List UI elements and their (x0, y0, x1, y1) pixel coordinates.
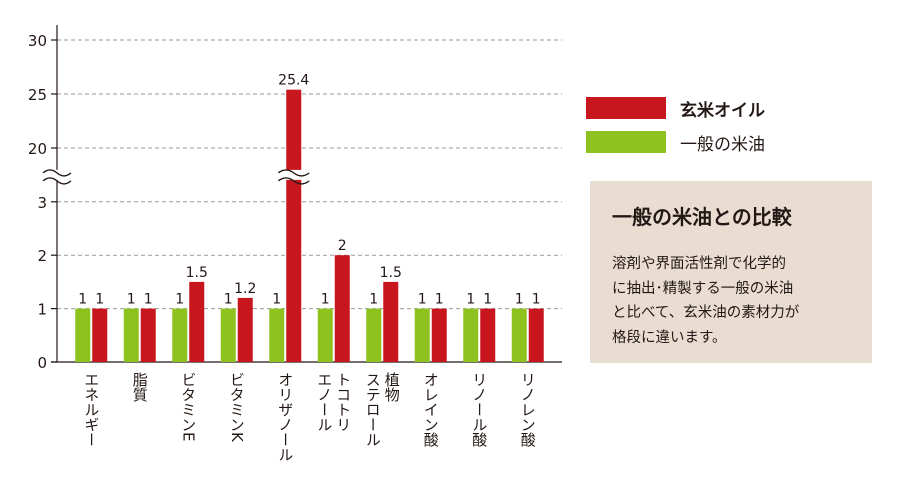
bar-brown-rice-oil (431, 308, 447, 362)
y-tick-label: 3 (37, 194, 47, 212)
legend-item-regular-rice-oil: 一般の米油 (586, 130, 765, 155)
legend-label: 一般の米油 (680, 134, 765, 155)
data-label: 1 (515, 292, 524, 308)
category-label: リノール酸 (470, 372, 488, 447)
bar-regular-rice-oil (414, 308, 430, 362)
data-label: 1 (418, 292, 427, 308)
bar-regular-rice-oil (172, 308, 188, 362)
y-tick-label: 25 (28, 86, 47, 104)
bar-brown-rice-oil (528, 308, 544, 362)
data-label: 25.4 (278, 73, 309, 89)
bar-regular-rice-oil (123, 308, 139, 362)
data-label: 1 (532, 292, 541, 308)
y-tick-label: 1 (37, 301, 47, 319)
category-label: リノレン酸 (519, 372, 537, 447)
category-label: エネルギー (82, 372, 100, 447)
y-tick-label: 20 (28, 140, 47, 158)
legend-swatch-green (586, 131, 666, 153)
data-label: 1 (127, 292, 136, 308)
bar-brown-rice-oil (383, 281, 399, 362)
category-label: ステロール (364, 372, 382, 447)
category-label: エノール (315, 372, 333, 432)
bar-brown-rice-oil (140, 308, 156, 362)
info-line: に抽出･精製する一般の米油 (612, 280, 794, 297)
bar-break-mark (277, 169, 310, 177)
legend-swatch-red (586, 97, 666, 119)
category-label: オレイン酸 (422, 372, 440, 447)
info-line: 溶剤や界面活性剤で化学的 (612, 256, 786, 272)
bar-regular-rice-oil (269, 308, 285, 362)
info-box: 一般の米油との比較 溶剤や界面活性剤で化学的 に抽出･精製する一般の米油 と比べ… (590, 181, 872, 363)
info-line: と比べて、玄米油の素材力が (612, 305, 800, 321)
data-label: 1.2 (234, 281, 256, 297)
data-label: 1.5 (186, 265, 208, 281)
bar-brown-rice-oil (334, 255, 350, 362)
legend-item-brown-rice-oil: 玄米オイル (586, 96, 765, 121)
info-title: 一般の米油との比較 (612, 205, 792, 229)
bar-brown-rice-oil (480, 308, 496, 362)
data-label: 1 (144, 292, 153, 308)
bar-regular-rice-oil (220, 308, 236, 362)
axis-break-gap (43, 169, 71, 180)
bar-brown-rice-oil (189, 281, 205, 362)
data-label: 1 (483, 292, 492, 308)
bar-brown-rice-oil (92, 308, 108, 362)
data-label: 1 (224, 292, 233, 308)
category-label: 脂質 (131, 372, 149, 402)
y-tick-label: 2 (37, 247, 47, 265)
category-label: オリザノール (276, 372, 294, 462)
category-label: ビタミンK (228, 372, 246, 443)
bar-regular-rice-oil (75, 308, 91, 362)
data-label: 1 (78, 292, 87, 308)
bar-regular-rice-oil (511, 308, 527, 362)
data-label: 2 (338, 238, 347, 254)
data-label: 1.5 (380, 265, 402, 281)
legend: 玄米オイル 一般の米油 (586, 96, 765, 164)
data-label: 1 (95, 292, 104, 308)
data-label: 1 (466, 292, 475, 308)
axis-break-mark (42, 169, 72, 177)
data-label: 1 (175, 292, 184, 308)
bar-regular-rice-oil (366, 308, 382, 362)
bar-break-mark (277, 177, 310, 185)
legend-label: 玄米オイル (680, 100, 765, 121)
bar-break-gap (278, 169, 310, 180)
data-label: 1 (369, 292, 378, 308)
data-label: 1 (435, 292, 444, 308)
category-label: ビタミンE (179, 372, 197, 441)
info-line: 格段に違います。 (612, 329, 727, 346)
bar-brown-rice-oil (237, 297, 253, 362)
y-tick-label: 30 (28, 32, 47, 50)
y-tick-label: 0 (37, 354, 47, 372)
axis-break-mark (42, 177, 72, 185)
category-label: 植物 (383, 372, 401, 403)
data-label: 1 (272, 292, 281, 308)
bar-brown-rice-oil (286, 89, 302, 363)
bar-regular-rice-oil (317, 308, 333, 362)
bar-regular-rice-oil (463, 308, 479, 362)
category-label: トコトリ (334, 372, 352, 432)
data-label: 1 (321, 292, 330, 308)
